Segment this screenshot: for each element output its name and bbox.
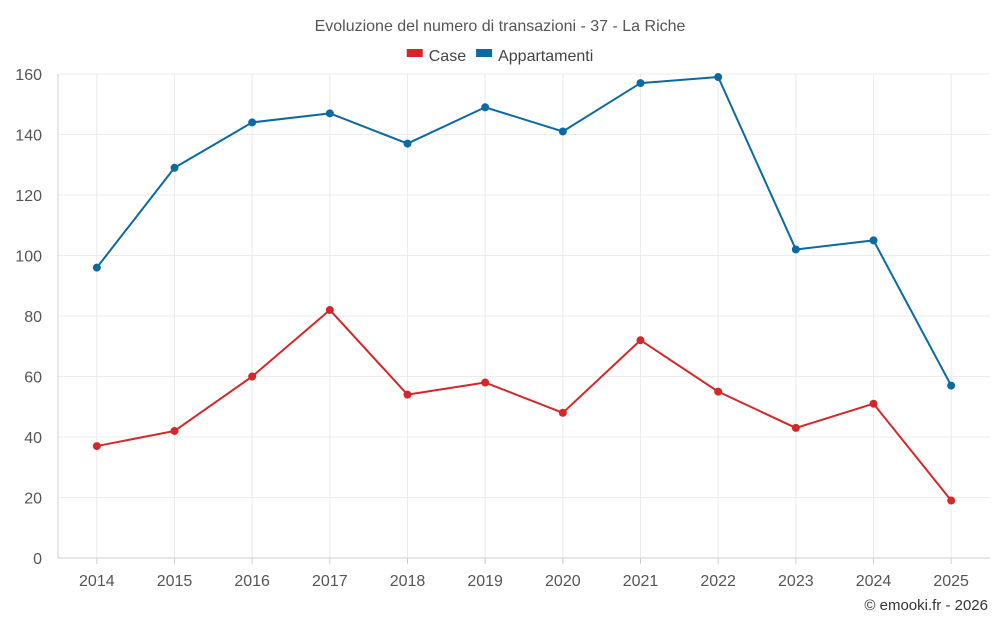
series-line [96,76,953,387]
legend-swatch [406,49,423,57]
y-tick-label: 120 [15,188,42,205]
data-point [947,381,956,390]
y-tick-label: 40 [24,430,42,447]
axes: 0 20 40 60 80 100 120 140 160 2014 2015 2016 2017 201… [15,67,990,590]
y-tick-label: 160 [15,67,42,84]
data-point [636,336,645,345]
x-tick-label: 2014 [79,573,115,590]
y-tick-label: 100 [15,249,42,266]
data-point [714,387,723,396]
data-point [869,399,878,408]
x-tick-label: 2023 [778,573,814,590]
legend-label: Case [429,48,466,65]
data-point [325,305,334,314]
x-tick-label: 2018 [390,573,426,590]
x-tick-label: 2021 [623,573,659,590]
data-point [248,372,257,381]
series-layer [92,73,956,505]
data-point [869,236,878,245]
data-point [791,245,800,254]
x-tick-label: 2020 [545,573,581,590]
x-tick-label: 2016 [234,573,270,590]
legend-label: Appartamenti [498,48,593,65]
data-point [481,378,490,387]
y-tick-label: 60 [24,370,42,387]
data-point [248,118,257,127]
y-tick-label: 80 [24,309,42,326]
series-appartamenti [92,73,956,390]
data-point [92,442,101,451]
x-tick-label: 2015 [157,573,193,590]
data-point [170,426,179,435]
y-tick-label: 140 [15,128,42,145]
data-point [170,163,179,172]
legend-swatch [476,49,493,57]
data-point [92,263,101,272]
data-point [714,73,723,82]
data-point [403,139,412,148]
grid [58,73,990,558]
credit-text: © emooki.fr - 2026 [864,597,988,614]
data-point [636,79,645,88]
series-case [92,305,956,505]
data-point [481,103,490,112]
data-point [325,109,334,118]
y-tick-label: 20 [24,491,42,508]
x-tick-label: 2017 [312,573,348,590]
data-point [791,423,800,432]
data-point [403,390,412,399]
x-tick-label: 2019 [467,573,503,590]
x-tick-label: 2022 [700,573,736,590]
y-tick-label: 0 [33,551,42,568]
x-tick-label: 2025 [933,573,969,590]
series-line [96,308,952,502]
x-tick-label: 2024 [856,573,892,590]
data-point [558,127,567,136]
data-point [558,408,567,417]
legend: Case Appartamenti [406,48,593,65]
chart-title: Evoluzione del numero di transazioni - 3… [315,18,686,35]
data-point [947,496,956,505]
